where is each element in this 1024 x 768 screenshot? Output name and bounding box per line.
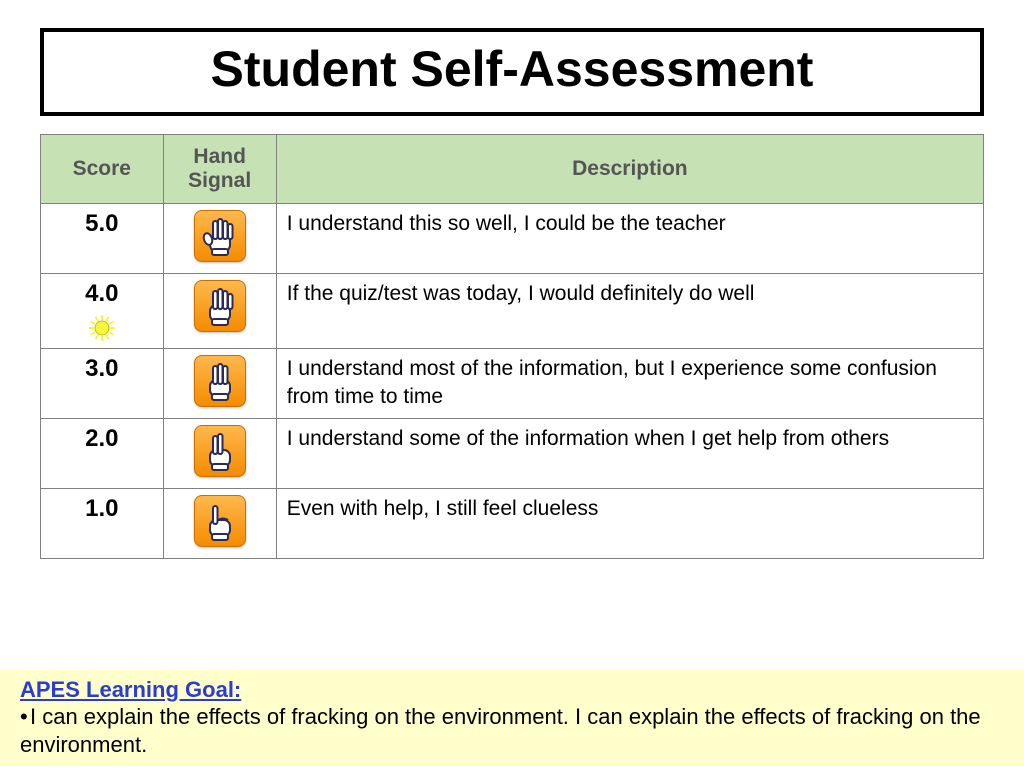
hand-5-icon [194,210,246,262]
hand-3-icon [194,355,246,407]
description-cell: Even with help, I still feel clueless [276,489,983,559]
description-cell: I understand some of the information whe… [276,419,983,489]
title-box: Student Self-Assessment [40,28,984,116]
page-title: Student Self-Assessment [54,40,970,98]
table-row: 4.0 If the quiz/test was today, I would … [41,274,984,349]
score-cell: 4.0 [41,274,164,349]
table-row: 5.0 I understand this so well, I could be… [41,204,984,274]
description-cell: I understand most of the information, bu… [276,349,983,419]
hand-4-icon [194,280,246,332]
table-row: 3.0 I understand most of the information,… [41,349,984,419]
score-value: 1.0 [85,495,118,522]
hand-cell [163,274,276,349]
hand-cell [163,489,276,559]
score-value: 2.0 [85,425,118,452]
sun-icon [51,314,153,342]
score-value: 5.0 [85,210,118,237]
hand-2-icon [194,425,246,477]
bullet-icon: • [20,703,30,731]
col-desc: Description [276,135,983,204]
learning-goal-box: APES Learning Goal: •I can explain the e… [0,670,1024,767]
table-row: 2.0 I understand some of the information … [41,419,984,489]
hand-cell [163,349,276,419]
table-row: 1.0 Even with help, I still feel clueless [41,489,984,559]
score-value: 4.0 [85,280,118,307]
table-header-row: Score Hand Signal Description [41,135,984,204]
assessment-table: Score Hand Signal Description 5.0 I under… [40,134,984,559]
description-cell: I understand this so well, I could be th… [276,204,983,274]
hand-1-icon [194,495,246,547]
score-cell: 5.0 [41,204,164,274]
col-hand: Hand Signal [163,135,276,204]
goal-title: APES Learning Goal: [20,677,241,702]
score-value: 3.0 [85,355,118,382]
hand-cell [163,419,276,489]
table-body: 5.0 I understand this so well, I could be… [41,204,984,559]
col-score: Score [41,135,164,204]
score-cell: 2.0 [41,419,164,489]
score-cell: 3.0 [41,349,164,419]
page: Student Self-Assessment Score Hand Signa… [0,0,1024,559]
hand-cell [163,204,276,274]
goal-text: I can explain the effects of fracking on… [20,704,981,757]
description-cell: If the quiz/test was today, I would defi… [276,274,983,349]
score-cell: 1.0 [41,489,164,559]
